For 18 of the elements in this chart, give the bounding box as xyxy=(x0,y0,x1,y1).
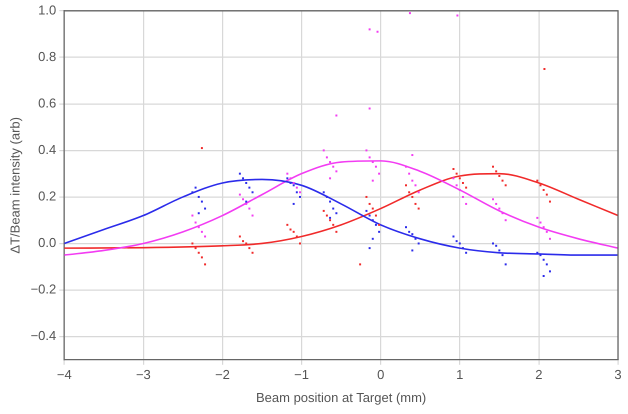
y-tick-label: 0.4 xyxy=(38,142,56,157)
x-tick-label: −1 xyxy=(294,367,309,382)
x-axis-title: Beam position at Target (mm) xyxy=(256,390,426,405)
y-axis-title: ΔT/Beam intensity (arb) xyxy=(7,117,22,254)
y-tick-label: 0.2 xyxy=(38,188,56,204)
y-tick-label: −0.4 xyxy=(30,328,56,344)
x-tick-label: 2 xyxy=(535,367,543,382)
x-tick-label: −2 xyxy=(215,367,230,382)
y-tick-label: 0.6 xyxy=(38,95,56,110)
x-tick-label: 1 xyxy=(456,367,464,382)
y-tick-label: 1.0 xyxy=(38,2,56,18)
x-tick-label: −3 xyxy=(136,367,151,382)
x-tick-label: 0 xyxy=(377,367,384,382)
y-tick-label: 0.0 xyxy=(38,235,56,250)
y-tick-label: 0.8 xyxy=(38,48,56,64)
x-tick-label: 3 xyxy=(614,367,622,382)
y-tick-label: −0.2 xyxy=(30,282,56,297)
x-tick-label: −4 xyxy=(56,367,72,382)
